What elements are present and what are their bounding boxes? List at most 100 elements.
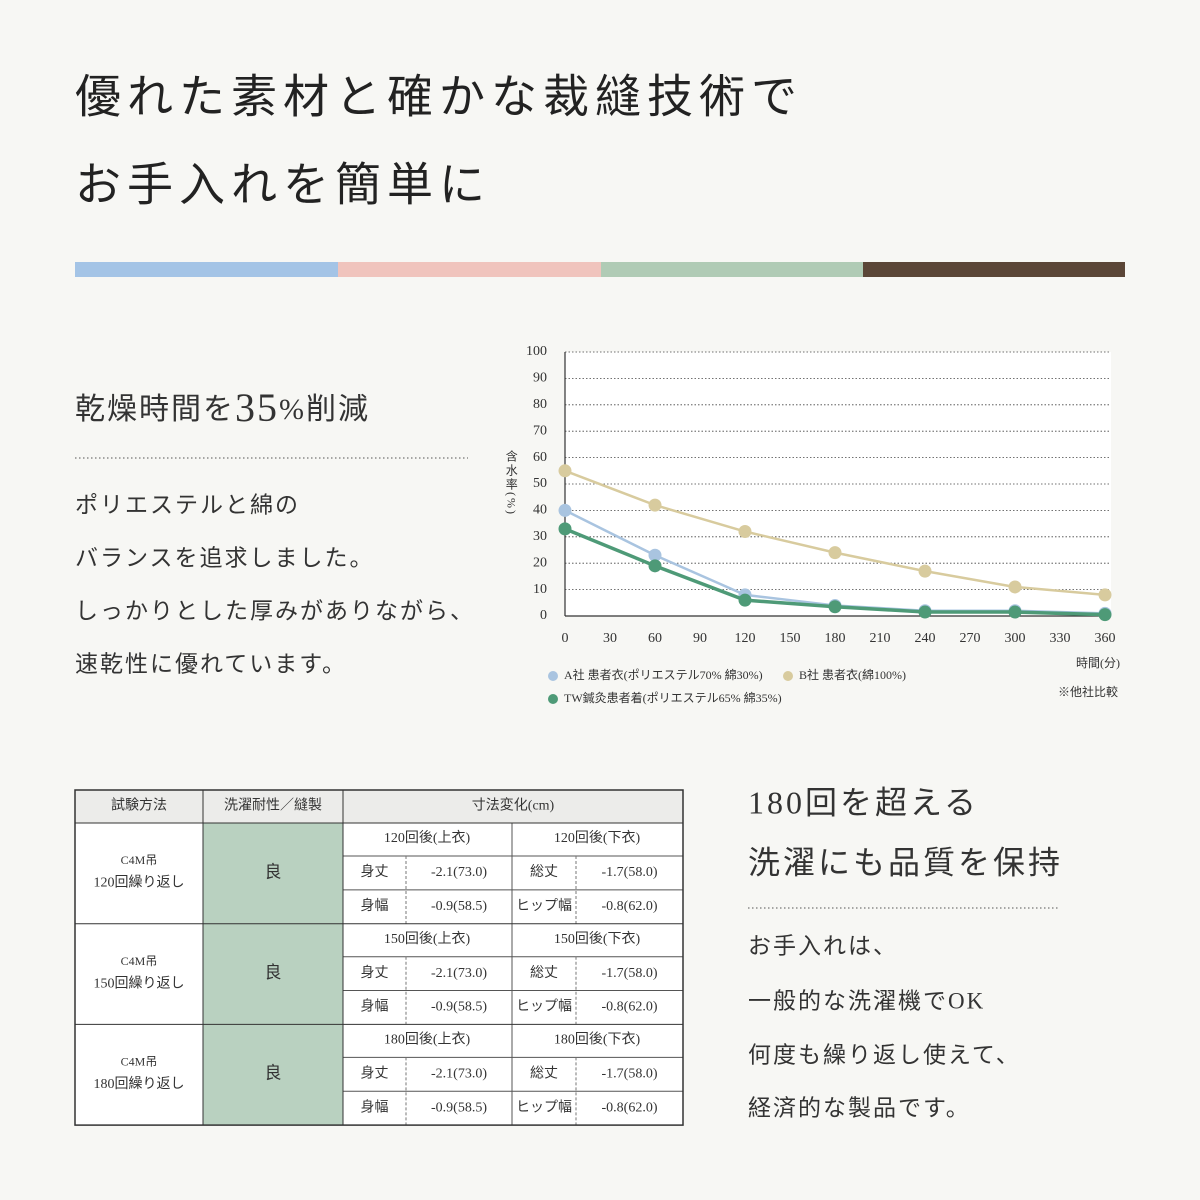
values-cell xyxy=(343,823,683,924)
y-tick-label: 30 xyxy=(533,529,547,544)
data-point xyxy=(1098,608,1112,622)
header-row xyxy=(75,790,683,823)
data-point xyxy=(738,593,752,607)
table-cell: -0.9(58.5) xyxy=(431,1100,487,1115)
header-cell: 寸法変化(cm) xyxy=(472,797,555,814)
x-tick-label: 240 xyxy=(915,631,936,646)
legend-marker xyxy=(548,671,558,681)
table-cell: 総丈 xyxy=(530,965,558,981)
method-cell xyxy=(75,923,203,1025)
y-tick-label: 70 xyxy=(533,423,547,438)
legend-label: B社 患者衣(綿100%) xyxy=(799,667,906,682)
body-line: しっかりとした厚みがありながら、 xyxy=(75,598,475,623)
subheader: 150回後(下衣) xyxy=(554,931,641,947)
x-tick-label: 150 xyxy=(780,631,801,646)
table-cell: -0.9(58.5) xyxy=(431,1000,487,1015)
y-tick-label: 10 xyxy=(533,582,547,597)
header-cell: 試験方法 xyxy=(111,798,167,814)
y-tick-label: 40 xyxy=(533,503,547,518)
legend-label: A社 患者衣(ポリエステル70% 綿30%) xyxy=(564,667,763,682)
x-tick-label: 270 xyxy=(960,631,981,646)
color-bar xyxy=(863,262,1125,277)
y-tick-label: 20 xyxy=(533,555,547,570)
y-tick-label: 60 xyxy=(533,450,547,465)
data-point xyxy=(648,498,662,512)
subheader: 120回後(下衣) xyxy=(554,830,641,846)
table-cell: -2.1(73.0) xyxy=(431,966,487,981)
result-text: 良 xyxy=(265,862,282,881)
data-point xyxy=(1008,605,1022,619)
table-cell: -1.7(58.0) xyxy=(602,865,658,880)
table-cell: -0.8(62.0) xyxy=(602,1100,658,1115)
note: ※他社比較 xyxy=(1058,684,1118,699)
body-line: 一般的な洗濯機でOK xyxy=(748,988,985,1013)
data-point xyxy=(828,600,842,614)
table-cell: 身幅 xyxy=(361,999,389,1015)
y-axis-label: 含水率(%) xyxy=(504,449,518,516)
title-line: 優れた素材と確かな裁縫技術で xyxy=(75,72,803,123)
values-cell xyxy=(343,923,683,1025)
result-text: 良 xyxy=(265,963,282,982)
result-text: 良 xyxy=(265,1064,282,1083)
table-cell: ヒップ幅 xyxy=(516,999,572,1015)
table-cell: 身丈 xyxy=(361,965,389,981)
table-cell: -1.7(58.0) xyxy=(602,966,658,981)
body-line: お手入れは、 xyxy=(748,933,898,958)
color-bar xyxy=(338,262,601,277)
table-cell: ヒップ幅 xyxy=(516,1099,572,1115)
body-line: 速乾性に優れています。 xyxy=(75,651,347,676)
x-tick-label: 180 xyxy=(825,631,846,646)
body-line: ポリエステルと綿の xyxy=(75,492,300,517)
title-line: お手入れを簡単に xyxy=(75,160,491,211)
subheader: 150回後(上衣) xyxy=(384,931,471,947)
method-text: C4M吊 xyxy=(121,1055,158,1069)
data-point xyxy=(558,522,572,536)
table-cell: 総丈 xyxy=(530,1066,558,1082)
section-heading: 乾燥時間を35%削減 xyxy=(75,385,370,430)
heading-part: %削減 xyxy=(279,393,370,426)
section-heading: 洗濯にも品質を保持 xyxy=(748,844,1063,880)
table-border xyxy=(74,789,684,1126)
body-line: バランスを追求しました。 xyxy=(75,545,375,570)
data-point xyxy=(558,464,572,478)
table-cell: -0.8(62.0) xyxy=(602,899,658,914)
method-cell xyxy=(75,1024,203,1126)
data-point xyxy=(1098,588,1112,602)
data-point xyxy=(828,546,842,560)
data-point xyxy=(558,503,572,517)
subheader: 180回後(上衣) xyxy=(384,1032,471,1048)
table-cell: 総丈 xyxy=(530,864,558,880)
method-text: C4M吊 xyxy=(121,954,158,968)
data-point xyxy=(918,564,932,578)
data-point xyxy=(738,525,752,539)
y-tick-label: 80 xyxy=(533,397,547,412)
x-tick-label: 360 xyxy=(1095,631,1116,646)
table-cell: 身幅 xyxy=(361,898,389,914)
table-cell: -1.7(58.0) xyxy=(602,1067,658,1082)
heading-part: 35 xyxy=(235,385,279,430)
method-text: C4M吊 xyxy=(121,853,158,867)
method-text: 120回繰り返し xyxy=(94,875,185,891)
x-tick-label: 300 xyxy=(1005,631,1026,646)
x-tick-label: 30 xyxy=(603,631,617,646)
result-cell xyxy=(203,823,343,924)
x-tick-label: 210 xyxy=(870,631,891,646)
table-cell: -2.1(73.0) xyxy=(431,1067,487,1082)
table-cell: -2.1(73.0) xyxy=(431,865,487,880)
x-tick-label: 0 xyxy=(562,631,569,646)
heading-part: 乾燥時間を xyxy=(75,393,235,426)
y-tick-label: 100 xyxy=(526,344,547,359)
table-cell: ヒップ幅 xyxy=(516,898,572,914)
body-line: 何度も繰り返し使えて、 xyxy=(748,1042,1021,1067)
table-cell: 身幅 xyxy=(361,1099,389,1115)
table-cell: -0.9(58.5) xyxy=(431,899,487,914)
subheader: 120回後(上衣) xyxy=(384,830,471,846)
legend-marker xyxy=(783,671,793,681)
method-text: 150回繰り返し xyxy=(94,975,185,991)
data-point xyxy=(648,559,662,573)
data-point xyxy=(648,548,662,562)
header-cell: 洗濯耐性／縫製 xyxy=(224,798,322,814)
legend-label: TW鍼灸患者着(ポリエステル65% 綿35%) xyxy=(564,690,782,705)
x-tick-label: 90 xyxy=(693,631,707,646)
subheader: 180回後(下衣) xyxy=(554,1032,641,1048)
